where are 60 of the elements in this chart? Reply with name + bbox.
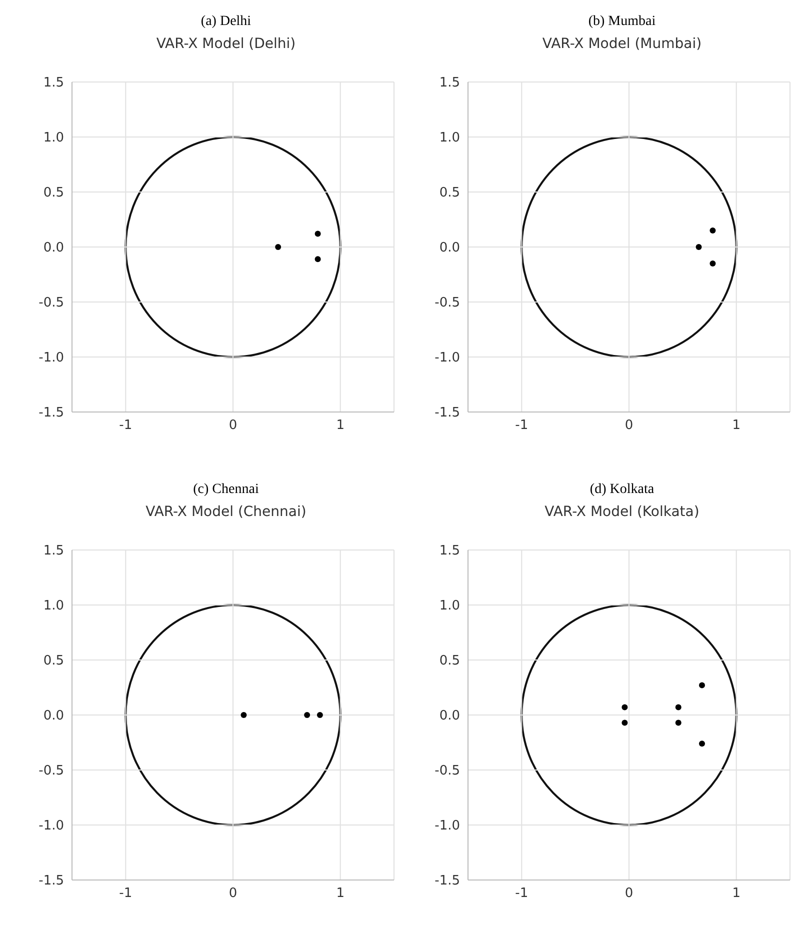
y-tick-label: -1.0: [434, 818, 460, 834]
x-tick-label: 0: [228, 886, 238, 902]
chart-subtitle: VAR-X Model (Mumbai): [541, 36, 703, 52]
x-tick-label: 0: [624, 418, 634, 434]
y-tick-label: -0.5: [38, 296, 64, 311]
x-tick-label: -1: [515, 418, 528, 434]
x-tick-label: -1: [119, 886, 132, 902]
x-tick-label: -1: [119, 418, 132, 434]
y-tick-label: 0.0: [439, 708, 460, 724]
chart-subtitle: VAR-X Model (Chennai): [144, 504, 308, 520]
point: [314, 230, 321, 237]
point: [314, 256, 321, 262]
y-tick-label: 0.5: [43, 186, 64, 201]
x-tick-label: 1: [732, 418, 740, 434]
y-tick-label: -1.5: [38, 406, 64, 421]
y-tick-label: 0.0: [43, 240, 64, 256]
chart-title: (a) Delhi: [200, 14, 252, 30]
point: [698, 740, 705, 747]
point: [710, 260, 716, 266]
x-tick-label: -1: [515, 886, 528, 902]
x-tick-label: 1: [336, 886, 344, 902]
point: [710, 228, 716, 234]
point: [696, 244, 702, 250]
y-tick-label: 1.0: [439, 598, 460, 614]
point: [675, 704, 682, 710]
y-tick-label: -1.0: [434, 350, 460, 366]
y-tick-label: 0.5: [43, 654, 64, 669]
x-tick-label: 0: [624, 886, 634, 902]
y-tick-label: 1.5: [439, 76, 460, 91]
y-tick-label: 0.5: [439, 186, 460, 201]
x-tick-label: 1: [336, 418, 344, 434]
y-tick-label: 0.0: [43, 708, 64, 724]
y-tick-label: -1.5: [434, 406, 460, 421]
point: [622, 720, 628, 726]
x-tick-label: 1: [732, 886, 740, 902]
y-tick-label: 1.0: [43, 130, 64, 146]
y-tick-label: 1.0: [43, 598, 64, 614]
point: [275, 244, 282, 250]
chart-title: (b) Mumbai: [587, 14, 657, 30]
x-tick-label: 0: [228, 418, 238, 434]
chart-title: (c) Chennai: [192, 482, 260, 498]
chart-subtitle: VAR-X Model (Kolkata): [544, 504, 700, 520]
y-tick-label: -1.5: [38, 874, 64, 889]
y-tick-label: 0.5: [439, 654, 460, 669]
y-tick-label: 0.0: [439, 240, 460, 256]
point: [622, 704, 628, 710]
y-tick-label: -0.5: [434, 764, 460, 779]
y-tick-label: 1.0: [439, 130, 460, 146]
y-tick-label: -1.0: [38, 818, 64, 834]
point: [675, 720, 682, 726]
y-tick-label: -0.5: [38, 764, 64, 779]
y-tick-label: -0.5: [434, 296, 460, 311]
chart-title: (d) Kolkata: [588, 482, 656, 498]
y-tick-label: -1.0: [38, 350, 64, 366]
chart-subtitle: VAR-X Model (Delhi): [155, 36, 297, 52]
y-tick-label: 1.5: [43, 544, 64, 559]
point: [698, 682, 705, 688]
y-tick-label: 1.5: [439, 544, 460, 559]
y-tick-label: 1.5: [43, 76, 64, 91]
y-tick-label: -1.5: [434, 874, 460, 889]
